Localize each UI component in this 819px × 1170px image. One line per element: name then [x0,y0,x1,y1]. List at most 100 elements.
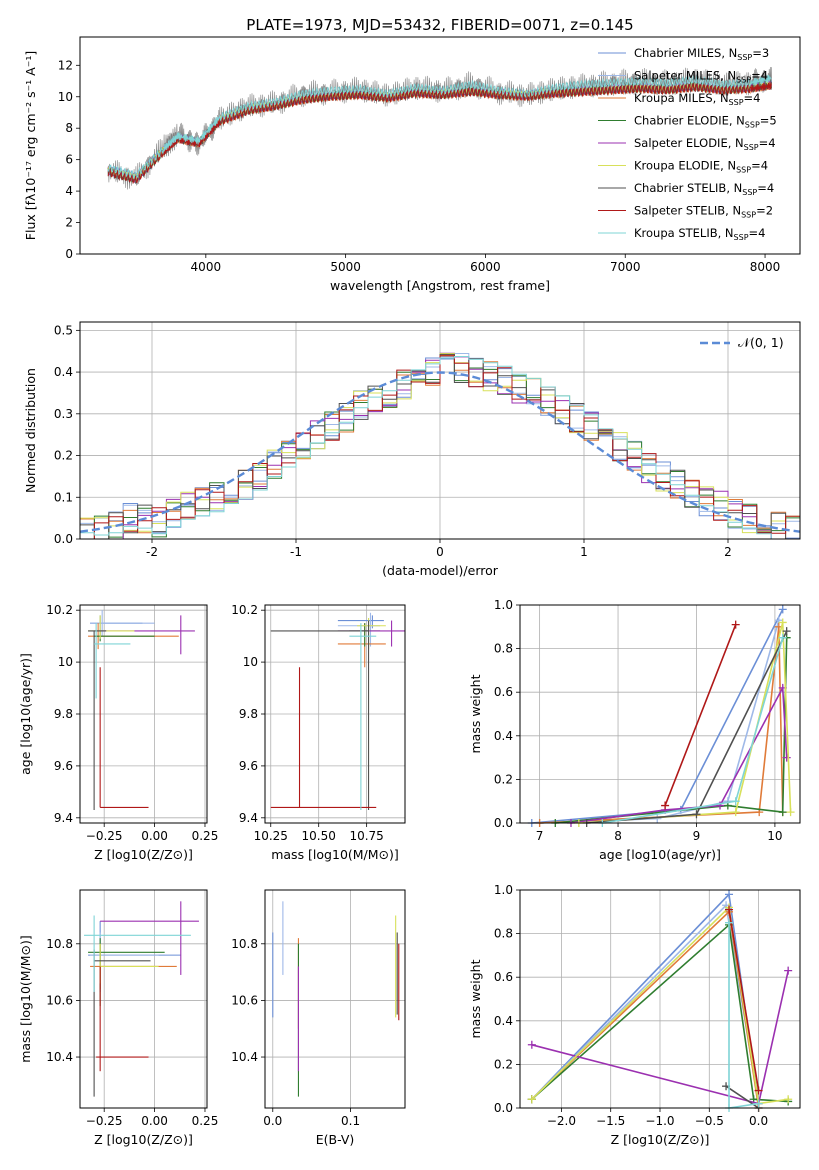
x-tick-label: 4000 [191,260,222,274]
y-tick-label: 0.6 [494,970,513,984]
x-tick-label: −2.0 [547,1114,576,1128]
x-axis-label: Z [log10(Z/Z⊙)] [611,1132,710,1147]
figure-title: PLATE=1973, MJD=53432, FIBERID=0071, z=0… [246,16,633,34]
y-tick-label: 0.8 [494,927,513,941]
y-tick-label: 10.2 [46,603,73,617]
legend-label-main: Salpeter STELIB, N [634,204,741,218]
x-tick-label: 7 [536,829,544,843]
histogram-step-8 [80,355,800,539]
mass-weight-marker [754,1099,763,1108]
x-axis-label: age [log10(age/yr)] [599,847,721,862]
mass-weight-marker [725,890,734,899]
y-tick-label: 0.0 [494,816,513,830]
x-tick-label: 0.25 [192,829,219,843]
x-axis-label: wavelength [Angstrom, rest frame] [330,278,550,293]
mass-weight-line-4 [531,923,789,1103]
legend-label-main: Chabrier ELODIE, N [634,114,745,128]
y-tick-label: 10.2 [231,603,258,617]
x-tick-label: 8000 [750,260,781,274]
x-tick-label: 9 [693,829,701,843]
mass-weight-marker [725,905,734,914]
x-tick-label: 5000 [330,260,361,274]
legend-label-main: Salpeter ELODIE, N [634,136,744,150]
legend-label-5: Salpeter ELODIE, NSSP=4 [634,136,776,152]
legend-label-main: Kroupa ELODIE, N [634,159,736,173]
y-axis-label: mass weight [468,959,483,1038]
mass-weight-line-4 [555,637,788,824]
panel-mass_vs_Z: −0.25 0.00 0.25 10.4 10.6 10.8 Z [log10(Z/Z⊙)]… [18,889,219,1147]
legend-label-sub: SSP [729,98,744,107]
y-tick-label: 8 [65,121,73,135]
y-tick-label: 10.4 [46,1050,73,1064]
legend-label-main: Kroupa MILES, N [634,91,729,105]
mass-weight-marker [778,633,787,642]
legend-label-tail: =4 [749,226,766,240]
y-tick-label: 6 [65,153,73,167]
x-tick-label: −1.0 [645,1114,674,1128]
x-tick-label: −1.5 [596,1114,625,1128]
x-axis-label: mass [log10(M/M⊙)] [271,847,399,862]
x-tick-label: 10.50 [302,829,336,843]
legend-label-tail: =3 [752,46,769,60]
y-tick-label: 9.6 [54,759,73,773]
y-tick-label: 0.2 [494,1057,513,1071]
x-tick-label: 10 [767,829,782,843]
y-tick-label: 10.8 [231,937,258,951]
mass-weight-marker [731,620,740,629]
mass-weight-marker [731,797,740,806]
legend-label-sub: SSP [742,188,757,197]
y-tick-label: 10.6 [231,993,258,1007]
mass-weight-marker [754,1086,763,1095]
y-tick-label: 0.3 [54,407,73,421]
legend-label-7: Chabrier STELIB, NSSP=4 [634,181,774,197]
mass-weight-marker [661,801,670,810]
x-tick-label: -1 [290,545,302,559]
y-axis-label: age [log10(age/yr)] [18,653,33,775]
model-spectrum-line-8 [107,82,772,185]
x-tick-label: 0.00 [141,829,168,843]
y-tick-label: 0.1 [54,490,73,504]
mass-weight-marker [527,1095,536,1104]
x-axis-label: (data-model)/error [382,563,499,578]
x-tick-label: 10.25 [254,829,288,843]
y-tick-label: 9.8 [54,707,73,721]
y-tick-label: 10 [58,655,73,669]
panel-massweight_vs_age: 7 8 9 10 0.0 0.2 0.4 0.6 0.8 1.0 age [log10(age/yr… [468,598,801,862]
legend-label-2: Salpeter MILES, NSSP=4 [634,69,768,85]
axes-frame [264,889,406,1109]
y-tick-label: 1.0 [494,598,513,612]
panel-age_vs_mass: 10.25 10.50 10.75 9.4 9.6 9.8 10 10.2 mass [log1… [231,603,406,862]
histogram-group [80,352,800,539]
mass-weight-marker [782,753,791,762]
axes-frame [264,604,406,824]
mass-weight-marker [778,605,787,614]
legend-label-sub: SSP [734,233,749,242]
y-axis-label: mass weight [468,674,483,753]
y-tick-label: 1.0 [494,883,513,897]
y-tick-label: 0.6 [494,685,513,699]
mass-weight-marker [716,801,724,810]
errorbar-group [84,901,199,1097]
y-axis-label: mass [log10(M/M⊙)] [18,935,33,1063]
y-tick-label: 0 [65,247,73,261]
model-spectrum-line-7 [107,81,772,184]
mass-weight-lines [527,890,793,1112]
legend-label-sub: SSP [741,211,756,220]
x-tick-label: −0.25 [86,829,123,843]
y-axis-label: Flux [fλ10⁻¹⁷ erg cm⁻² s⁻¹ A⁻¹] [23,51,38,240]
x-tick-label: 10.75 [349,829,383,843]
legend-label-6: Kroupa ELODIE, NSSP=4 [634,159,768,175]
x-tick-label: 0.0 [749,1114,768,1128]
y-tick-label: 0.4 [494,729,513,743]
y-tick-label: 10.4 [231,1050,258,1064]
x-axis-label: E(B-V) [316,1132,355,1147]
mass-weight-marker [778,618,787,627]
x-tick-label: 0.25 [192,1114,219,1128]
y-tick-label: 0.4 [494,1014,513,1028]
y-tick-label: 10.8 [46,937,73,951]
axes-frame [79,321,801,540]
y-tick-label: 9.8 [239,707,258,721]
mass-weight-lines [527,605,795,827]
x-tick-label: 6000 [470,260,501,274]
